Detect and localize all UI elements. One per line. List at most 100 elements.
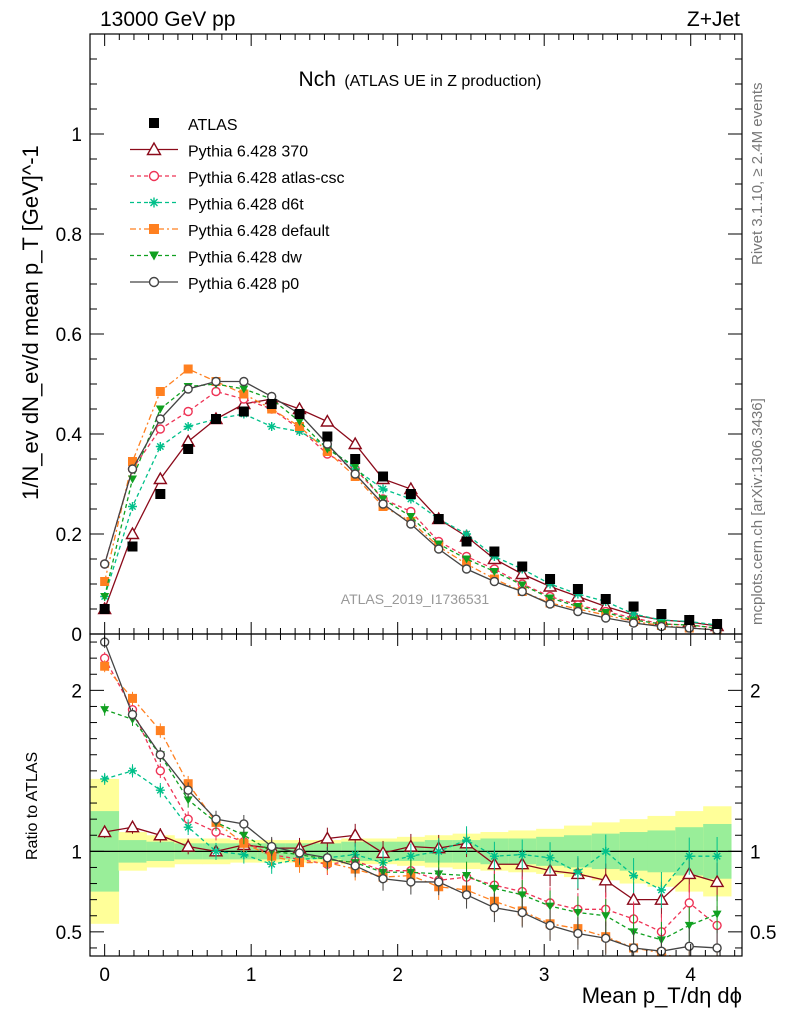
series-point-4 <box>517 581 527 590</box>
ratio-point-5 <box>712 943 722 953</box>
ratio-y-tick-label: 0.5 <box>56 923 82 944</box>
ratio-point-1 <box>155 766 166 776</box>
ratio-point-5 <box>517 907 527 918</box>
ratio-point-2 <box>100 774 110 784</box>
ratio-line-5 <box>104 641 718 952</box>
data-point <box>405 489 416 499</box>
ratio-point-2 <box>211 846 221 856</box>
ratio-point-5 <box>406 877 416 887</box>
ratio-point-0 <box>320 831 335 844</box>
ratio-point-2 <box>489 851 499 861</box>
ratio-point-5 <box>239 819 249 829</box>
series-point-3 <box>155 387 165 396</box>
ratio-point-4 <box>712 910 722 919</box>
legend-marker-1 <box>148 170 160 182</box>
series-point-2 <box>378 484 388 494</box>
legend-label-5: Pythia 6.428 p0 <box>188 276 299 293</box>
ratio-point-2 <box>434 846 444 856</box>
data-point <box>656 609 667 619</box>
y-tick-label: 0.4 <box>56 425 83 446</box>
ratio-point-2 <box>573 867 583 877</box>
series-point-0 <box>153 471 168 485</box>
ratio-point-2 <box>517 850 527 860</box>
plot-title: Nch (ATLAS UE in Z production) <box>299 68 542 91</box>
series-point-5 <box>127 464 138 474</box>
ratio-point-5 <box>350 861 360 871</box>
series-point-3 <box>100 577 110 586</box>
ratio-point-0 <box>180 839 196 852</box>
ratio-point-5 <box>378 874 388 884</box>
data-point <box>517 561 528 572</box>
series-point-5 <box>461 564 472 574</box>
header-process-label: Z+Jet <box>687 8 740 31</box>
ratio-point-4 <box>462 872 472 880</box>
legend-marker-2 <box>149 197 159 208</box>
y-tick-label: 0.2 <box>56 525 82 546</box>
ratio-point-5 <box>127 709 138 720</box>
main-series-layer <box>97 364 725 634</box>
legend-label-1: Pythia 6.428 atlas-csc <box>188 170 345 187</box>
ratio-point-5 <box>294 848 305 858</box>
ratio-point-2 <box>462 835 472 845</box>
axes-layer: 0 1 2 3 4 0 0.2 0.4 0.6 0.8 1 0.5 0.5 1 1 2 2 <box>56 34 776 986</box>
series-point-5 <box>545 599 555 609</box>
series-point-1 <box>155 424 166 434</box>
data-point <box>433 514 444 524</box>
series-point-2 <box>183 422 193 431</box>
y-axis-title-ratio: Ratio to ATLAS <box>24 752 41 860</box>
ratio-point-3 <box>100 661 110 671</box>
legend-marker-4 <box>149 251 159 261</box>
ratio-point-2 <box>155 785 165 795</box>
data-point <box>572 584 583 594</box>
data-point <box>183 444 194 454</box>
ratio-point-3 <box>127 693 137 703</box>
series-point-3 <box>295 422 305 431</box>
series-point-2 <box>267 422 277 431</box>
ratio-point-5 <box>601 933 611 943</box>
legend-label-0: Pythia 6.428 370 <box>188 144 308 161</box>
ratio-point-5 <box>155 750 166 760</box>
ratio-point-0 <box>97 824 112 838</box>
ratio-point-2 <box>601 846 611 856</box>
ratio-point-2 <box>712 851 722 861</box>
series-point-5 <box>406 519 416 529</box>
plot-title-main: Nch <box>299 68 336 91</box>
series-point-5 <box>378 499 388 509</box>
y-tick-label: 0.8 <box>56 225 82 246</box>
series-point-5 <box>155 414 166 424</box>
rivet-version-label: Rivet 3.1.10, ≥ 2.4M events <box>749 83 766 266</box>
series-point-5 <box>211 376 221 387</box>
ratio-series-layer <box>97 636 725 956</box>
ratio-point-5 <box>183 785 193 795</box>
ratio-point-5 <box>434 877 444 887</box>
series-point-4 <box>350 463 360 471</box>
series-point-3 <box>239 389 249 399</box>
series-point-4 <box>545 594 555 603</box>
series-point-5 <box>350 469 360 479</box>
x-axis-title: Mean p_T/dη dϕ <box>582 983 742 1008</box>
ratio-point-0 <box>598 872 613 886</box>
data-point <box>461 536 472 547</box>
legend-marker-3 <box>149 224 159 234</box>
series-point-5 <box>573 606 583 617</box>
ratio-point-2 <box>656 885 666 895</box>
plot-title-sub: (ATLAS UE in Z production) <box>344 73 541 90</box>
ratio-y-tick-label-right: 1 <box>750 842 761 863</box>
series-point-2 <box>656 615 666 625</box>
data-point <box>600 594 611 604</box>
series-point-5 <box>239 376 249 387</box>
series-point-2 <box>295 427 305 436</box>
ratio-point-5 <box>266 841 277 852</box>
ratio-point-4 <box>545 902 555 911</box>
ratio-point-3 <box>155 726 165 736</box>
series-point-0 <box>347 436 363 450</box>
ratio-point-0 <box>347 827 363 841</box>
ratio-point-2 <box>545 853 555 863</box>
series-point-5 <box>517 586 527 597</box>
ratio-y-tick-label: 2 <box>71 681 82 702</box>
x-tick-label: 1 <box>246 965 257 986</box>
data-point <box>155 489 166 499</box>
legend-marker-5 <box>148 276 160 288</box>
